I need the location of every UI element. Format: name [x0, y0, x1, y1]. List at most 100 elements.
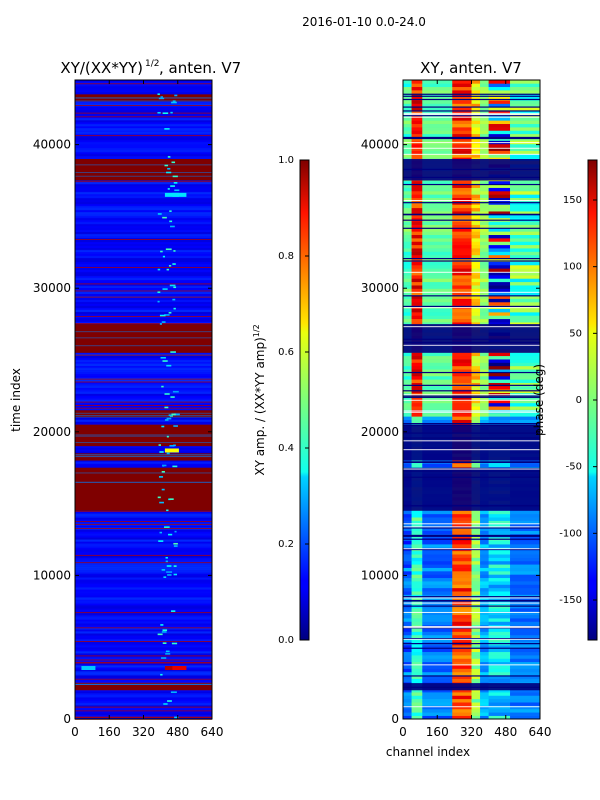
amp-texture-row — [75, 91, 212, 95]
amp-texture-row — [75, 567, 212, 570]
amp-texture-row — [75, 299, 212, 303]
phase-cell — [452, 540, 472, 545]
phase-cell — [422, 567, 453, 572]
phase-cell — [471, 597, 481, 602]
amp-streak — [164, 526, 170, 528]
amp-texture-row — [75, 207, 212, 211]
amp-hot-line — [75, 641, 212, 642]
amp-colorbar-ticks: 0.00.20.40.60.81.0 — [278, 155, 309, 646]
phase-cell — [403, 560, 412, 565]
amp-streak — [162, 255, 166, 258]
phase-cell — [452, 127, 472, 131]
phase-cell — [488, 416, 511, 420]
phase-cell — [452, 688, 472, 693]
phase-cell — [403, 106, 412, 111]
phase-cell — [403, 665, 412, 669]
phase-cell — [510, 584, 541, 589]
phase-cell — [422, 288, 453, 293]
phase-cell — [411, 648, 423, 653]
phase-cell — [411, 584, 423, 589]
phase-cell — [510, 628, 541, 632]
phase-cell — [411, 251, 423, 256]
phase-cell — [452, 702, 472, 706]
amp-texture-row — [75, 621, 212, 624]
phase-cell — [488, 463, 511, 468]
amp-hot-line — [75, 116, 212, 118]
phase-cell — [403, 120, 412, 125]
amp-texture-row — [75, 387, 212, 390]
phase-cell — [452, 369, 472, 373]
amp-texture-row — [75, 667, 212, 670]
amp-streak — [165, 653, 171, 655]
amp-ytick-label: 0 — [63, 712, 71, 726]
phase-cell — [480, 560, 489, 565]
phase-cell — [488, 184, 511, 188]
amp-texture-row — [75, 205, 212, 209]
amp-streak — [159, 501, 164, 504]
phase-cell — [471, 688, 481, 693]
phase-cell — [488, 238, 511, 242]
phase-cell — [422, 291, 453, 296]
phase-cell — [480, 702, 489, 706]
phase-cell — [480, 352, 489, 357]
phase-cell — [411, 147, 423, 151]
phase-cell — [480, 581, 489, 585]
amp-texture-row — [75, 705, 212, 708]
phase-cell — [510, 281, 541, 286]
phase-cell — [422, 275, 453, 279]
phase-dark-line — [403, 137, 540, 140]
phase-dark-band — [403, 683, 540, 691]
phase-cell — [403, 318, 412, 323]
amp-texture-row — [75, 255, 212, 259]
phase-cell — [480, 587, 489, 592]
phase-cell — [488, 402, 511, 407]
phase-cell — [510, 278, 541, 283]
phase-cell — [510, 372, 541, 377]
amp-texture-row — [75, 227, 212, 231]
amp-texture-row — [75, 643, 212, 646]
phase-cell — [452, 123, 472, 128]
amp-hot-line — [75, 562, 212, 564]
amp-hot-line — [75, 135, 212, 137]
phase-cell — [510, 554, 541, 558]
phase-dark-line — [403, 93, 540, 95]
amp-texture-row — [75, 569, 212, 572]
phase-cell — [422, 258, 453, 262]
phase-cell — [422, 527, 453, 531]
amp-texture-row — [75, 225, 212, 229]
phase-cell — [452, 419, 472, 424]
phase-cell — [510, 688, 541, 693]
phase-cell — [510, 611, 541, 616]
phase-cell — [488, 618, 511, 622]
amp-streak — [161, 470, 165, 473]
phase-cell — [510, 671, 541, 676]
amp-texture-row — [75, 565, 212, 568]
phase-cell — [403, 530, 412, 535]
phase-xlabel: channel index — [386, 745, 470, 759]
amp-texture-row — [75, 321, 212, 325]
phase-cell — [411, 560, 423, 565]
phase-cell — [510, 110, 541, 114]
amp-texture-row — [75, 105, 212, 109]
amp-texture-row — [75, 401, 212, 404]
amp-saturated-band — [75, 467, 212, 511]
phase-cell — [510, 291, 541, 296]
amp-texture-row — [75, 287, 212, 291]
phase-cell — [411, 608, 423, 612]
phase-cell — [422, 184, 453, 188]
amp-texture-row — [75, 201, 212, 205]
phase-cell — [471, 103, 481, 108]
phase-cell — [403, 412, 412, 417]
phase-cell — [488, 571, 511, 575]
phase-cell — [471, 359, 481, 363]
phase-cell — [510, 116, 541, 121]
phase-cell — [452, 365, 472, 370]
phase-cell — [471, 645, 481, 649]
phase-cell — [488, 564, 511, 568]
amp-hot-line — [75, 323, 212, 324]
phase-cell — [510, 362, 541, 367]
phase-cell — [422, 688, 453, 693]
phase-cell — [510, 322, 541, 326]
phase-cell — [480, 634, 489, 639]
phase-cell — [403, 540, 412, 545]
